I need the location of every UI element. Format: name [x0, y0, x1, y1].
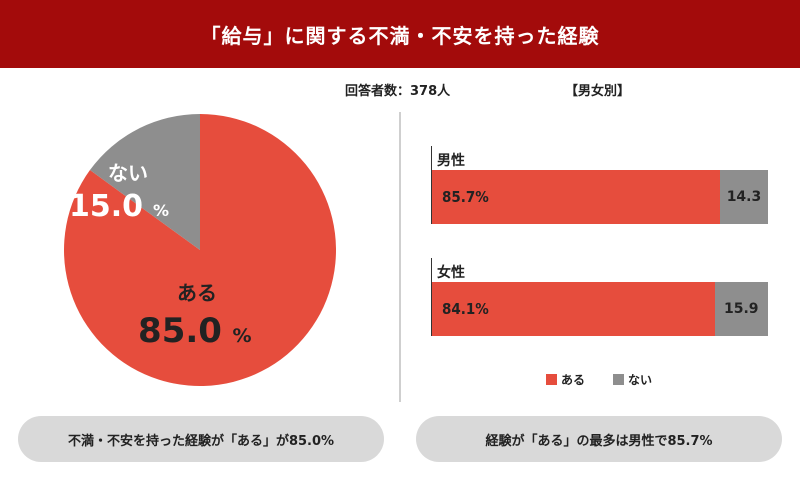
legend-swatch-nai: [613, 374, 625, 385]
legend-label-aru: ある: [561, 373, 586, 387]
pie-unit-aru: %: [232, 325, 251, 347]
summary-left: 不満・不安を持った経験が「ある」が85.0%: [18, 416, 384, 462]
legend: ある ない: [546, 371, 680, 388]
bar-axis-female: [431, 258, 432, 336]
legend-label-nai: ない: [628, 373, 653, 387]
legend-item-nai: ない: [613, 371, 652, 388]
bar-segment-male-aru: 85.7%: [432, 170, 720, 224]
bar-value-female-nai: 15.9: [724, 301, 759, 317]
bar-title-male: 男性: [437, 153, 465, 169]
legend-swatch-aru: [546, 374, 557, 385]
pie-chart: ない 15.0 % ある 85.0 %: [63, 114, 336, 387]
summary-right: 経験が「ある」の最多は男性で85.7%: [416, 416, 782, 462]
bar-segment-male-nai: 14.3: [719, 170, 768, 224]
bar-value-female-aru: 84.1%: [442, 300, 489, 318]
pie-value-nai: 15.0: [69, 189, 143, 224]
pie-slice-aru: [63, 114, 336, 387]
bar-value-male-aru: 85.7%: [442, 188, 489, 206]
bar-male: 85.7% 14.3: [432, 170, 768, 224]
pie-unit-nai: %: [153, 201, 169, 220]
pie-label-aru: ある: [177, 281, 217, 305]
gender-heading: 【男女別】: [565, 84, 631, 99]
chart-title: 「給与」に関する不満・不安を持った経験: [0, 0, 800, 68]
bar-segment-female-aru: 84.1%: [432, 282, 715, 336]
pie-slice-nai: [89, 114, 200, 250]
bar-value-male-nai: 14.3: [726, 189, 762, 205]
bar-segment-female-nai: 15.9: [714, 282, 768, 336]
respondent-count: 回答者数：378人: [345, 84, 451, 99]
bar-title-female: 女性: [437, 265, 465, 281]
legend-item-aru: ある: [546, 371, 585, 388]
pie-label-nai: ない: [108, 161, 148, 185]
pie-value-aru: 85.0: [138, 311, 222, 351]
divider-line: [399, 112, 401, 402]
bar-female: 84.1% 15.9: [432, 282, 768, 336]
bar-axis-male: [431, 146, 432, 224]
